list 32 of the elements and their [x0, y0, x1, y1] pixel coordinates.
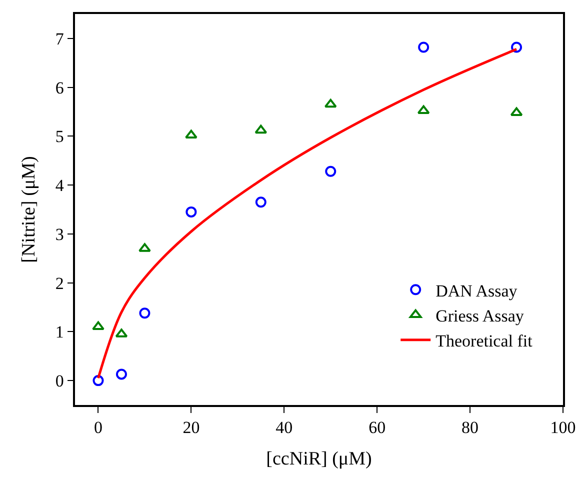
x-tick-label: 100 [550, 418, 576, 438]
y-tick-label: 2 [55, 274, 64, 293]
point [92, 375, 104, 386]
x-tick-label: 60 [368, 418, 386, 438]
y-tick-label: 1 [55, 322, 64, 342]
legend-label: Griess Assay [436, 306, 524, 326]
point [186, 206, 197, 218]
x-tick-label: 20 [182, 418, 200, 438]
y-axis-title: [Nitrite] (μM) [18, 156, 40, 263]
point [139, 308, 150, 319]
point [324, 98, 337, 108]
legend-label: Theoretical fit [436, 331, 533, 350]
x-tick-label: 40 [276, 418, 293, 438]
point [511, 42, 522, 53]
x-tick-label: 80 [462, 418, 479, 438]
x-tick-label: 0 [94, 418, 102, 438]
point [92, 321, 104, 330]
y-tick-label: 5 [55, 127, 64, 146]
y-tick-label: 4 [55, 176, 64, 196]
point [254, 124, 268, 134]
y-tick-label: 7 [55, 29, 64, 48]
point [116, 368, 127, 380]
point [417, 105, 430, 114]
point [255, 196, 266, 208]
x-axis-title: [ccNiR] (μM) [266, 448, 372, 470]
y-tick-label: 0 [55, 372, 64, 391]
point [325, 166, 336, 177]
y-tick-label: 3 [55, 224, 64, 244]
y-tick-label: 6 [55, 78, 64, 98]
point [138, 243, 151, 252]
legend-label: DAN Assay [436, 281, 518, 300]
point [418, 42, 430, 53]
